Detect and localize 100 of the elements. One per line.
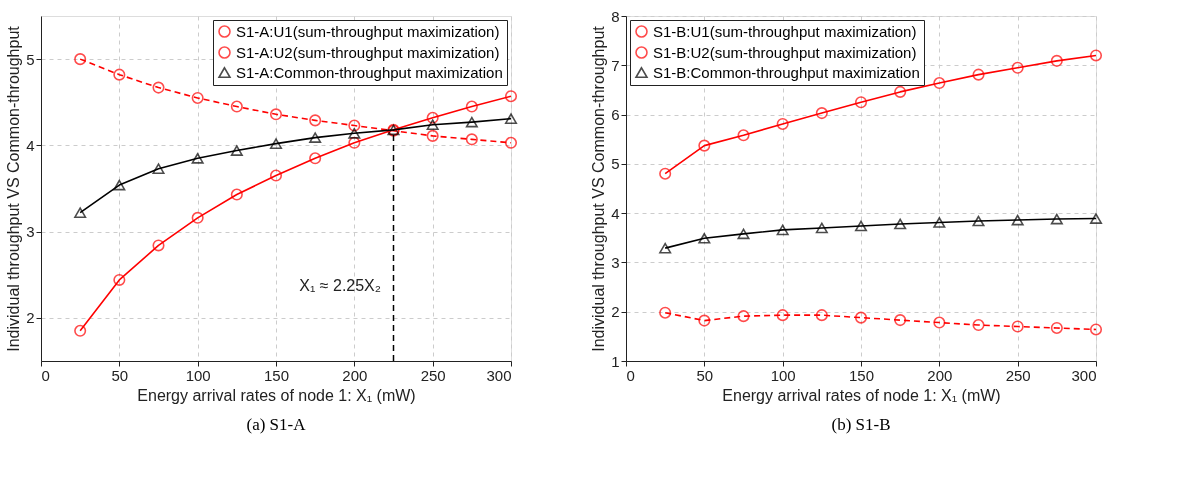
y-tick-label: 3: [26, 223, 35, 241]
point: [191, 152, 204, 164]
y-tick-label: 6: [611, 106, 620, 124]
point: [269, 138, 283, 149]
legend-label: S1-B:Common-throughput maximization: [653, 63, 920, 81]
y-tick-label: 2: [611, 303, 620, 321]
point: [465, 133, 478, 146]
legend-label: S1-B:U1(sum-throughput maximization): [653, 22, 917, 40]
point: [1011, 320, 1024, 333]
x-tick-label: 200: [927, 366, 953, 384]
point: [1011, 214, 1024, 226]
y-tick-label: 4: [611, 204, 620, 222]
legend-label: S1-A:U1(sum-throughput maximization): [236, 22, 500, 40]
point: [894, 85, 907, 98]
point: [113, 68, 126, 81]
point: [504, 90, 518, 103]
point: [348, 127, 361, 139]
point: [815, 222, 828, 234]
point: [152, 239, 165, 252]
point: [972, 68, 985, 81]
point: [698, 314, 711, 327]
x-tick-label: 100: [770, 366, 796, 384]
point: [776, 117, 789, 130]
legend-label: S1-B:U2(sum-throughput maximization): [653, 43, 917, 61]
point: [776, 224, 789, 236]
x-tick-label: 300: [486, 366, 512, 384]
point: [1050, 213, 1063, 225]
point: [230, 145, 243, 156]
point: [1050, 321, 1063, 335]
x-axis-title: Energy arrival rates of node 1: X₁ (mW): [722, 386, 1001, 404]
text: (a) S1-A: [246, 415, 307, 434]
x-tick-label: 250: [420, 366, 446, 384]
point: [698, 139, 711, 152]
point: [113, 179, 126, 191]
point: [309, 114, 322, 127]
point: [698, 232, 711, 244]
x-tick-label: 300: [1071, 366, 1097, 384]
point: [230, 188, 243, 201]
x-tick-label: 50: [696, 366, 714, 384]
point: [972, 215, 985, 227]
point: [659, 306, 672, 319]
point: [504, 136, 518, 149]
point: [854, 96, 868, 109]
y-tick-label: 5: [26, 50, 35, 68]
legend-label: S1-A:U2(sum-throughput maximization): [236, 43, 500, 61]
point: [152, 81, 165, 94]
y-tick-label: 2: [26, 309, 35, 327]
point: [815, 309, 828, 322]
point: [1089, 49, 1103, 62]
point: [894, 314, 907, 327]
point: [74, 207, 87, 218]
annotation: X₁ ≈ 2.25X₂: [299, 277, 381, 294]
point: [659, 242, 672, 254]
point: [465, 116, 478, 128]
x-tick-label: 0: [626, 366, 635, 384]
point: [1089, 323, 1103, 336]
y-tick-label: 8: [611, 7, 620, 25]
y-axis-title: Individual throughput VS Common-throughput: [590, 25, 608, 352]
point: [426, 111, 439, 124]
point: [933, 217, 946, 228]
x-tick-label: 250: [1005, 366, 1031, 384]
point: [737, 129, 750, 142]
point: [737, 310, 750, 323]
point: [1050, 54, 1063, 67]
point: [776, 309, 789, 322]
y-tick-label: 7: [611, 56, 620, 74]
point: [933, 316, 946, 329]
point: [348, 136, 361, 149]
point: [74, 324, 87, 337]
point: [309, 132, 322, 143]
x-tick-label: 50: [111, 366, 129, 384]
point: [504, 113, 518, 124]
point: [894, 218, 907, 230]
point: [815, 107, 828, 120]
x-tick-label: 100: [185, 366, 211, 384]
point: [348, 119, 361, 132]
x-axis-title: Energy arrival rates of node 1: X₁ (mW): [137, 386, 416, 404]
legend-label: S1-A:Common-throughput maximization: [236, 63, 503, 81]
text: (b) S1-B: [831, 415, 891, 434]
point: [1089, 213, 1103, 224]
point: [854, 220, 868, 232]
point: [113, 273, 126, 286]
point: [1011, 61, 1024, 74]
point: [933, 76, 946, 90]
point: [74, 53, 87, 66]
point: [269, 108, 283, 121]
point: [426, 129, 439, 142]
y-tick-label: 5: [611, 155, 620, 173]
x-tick-label: 150: [848, 366, 875, 384]
x-tick-label: 0: [41, 366, 50, 384]
y-tick-label: 3: [611, 253, 620, 271]
point: [269, 169, 283, 182]
y-tick-label: 1: [611, 352, 620, 370]
point: [191, 211, 204, 224]
point: [309, 152, 322, 165]
y-axis-title: Individual throughput VS Common-throughput: [5, 25, 23, 352]
point: [426, 119, 439, 131]
point: [659, 167, 672, 180]
y-tick-label: 4: [26, 136, 35, 154]
x-tick-label: 200: [342, 366, 368, 384]
